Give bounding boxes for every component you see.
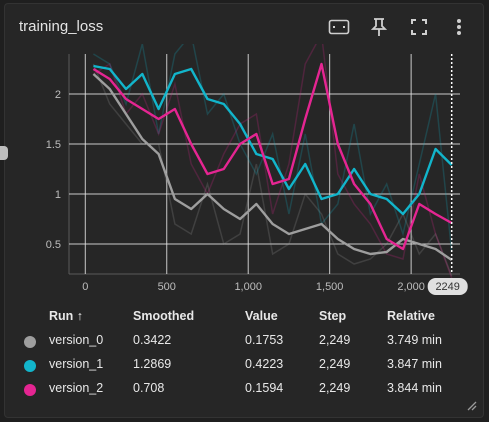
run-name: version_2 [49,381,104,395]
line-chart[interactable]: 0 500 1,000 1,500 2,000 0.5 1 1.5 2 2249 [5,44,485,304]
header-relative[interactable]: Relative [387,309,435,323]
chart-area[interactable]: 0 500 1,000 1,500 2,000 0.5 1 1.5 2 2249 [5,44,485,304]
fit-domain-icon [328,19,350,35]
header-smoothed[interactable]: Smoothed [133,309,195,323]
y-tick-label: 0.5 [46,239,61,251]
x-tick-label: 0 [82,281,88,293]
header-run[interactable]: Run ↑ [49,309,84,323]
fit-domain-button[interactable] [325,14,353,40]
run-color-dot [24,336,36,348]
header-value[interactable]: Value [245,309,278,323]
relative-time: 3.847 min [387,357,442,371]
series-line-version_0 [92,73,453,261]
table-header-row: Run ↑ Smoothed Value Step Relative [5,306,485,328]
step-value: 2,249 [319,333,351,347]
x-tick-label: 500 [158,281,176,293]
series-line-version_1 [93,64,453,216]
x-tick-label: 1,000 [234,281,262,293]
raw-value: 0.4223 [245,357,284,371]
table-row: version_2 0.708 0.1594 2,249 3.844 min [5,378,485,400]
run-name: version_0 [49,333,104,347]
smoothed-value: 0.3422 [133,333,172,347]
smoothed-value: 1.2869 [133,357,172,371]
raw-value: 0.1594 [245,381,284,395]
header-step[interactable]: Step [319,309,347,323]
series-raw-line-version_0 [92,63,453,277]
fullscreen-button[interactable] [405,14,433,40]
series-raw-line-version_2 [93,44,453,279]
y-tick-label: 1.5 [46,139,61,151]
relative-time: 3.749 min [387,333,442,347]
fullscreen-icon [411,19,427,35]
smoothed-value: 0.708 [133,381,165,395]
raw-value: 0.1753 [245,333,284,347]
run-color-dot [24,384,36,396]
more-vert-icon [457,19,461,35]
hover-step-label: 2249 [435,281,459,293]
series-line-version_2 [92,62,453,251]
run-name: version_1 [49,357,104,371]
x-tick-label: 2,000 [397,281,425,293]
chart-card: training_loss 0 50 [0,3,485,418]
hover-step-badge [427,278,468,295]
run-color-dot [24,360,36,372]
pin-icon [371,18,387,36]
series-raw-line-version_1 [93,44,453,253]
card-toolbar [325,14,473,40]
table-row: version_1 1.2869 0.4223 2,249 3.847 min [5,354,485,376]
panel-drag-handle[interactable] [0,146,8,160]
pin-button[interactable] [365,14,393,40]
y-tick-label: 2 [55,89,61,101]
x-tick-label: 1,500 [316,281,344,293]
more-options-button[interactable] [445,14,473,40]
step-value: 2,249 [319,381,351,395]
relative-time: 3.844 min [387,381,442,395]
step-value: 2,249 [319,357,351,371]
table-row: version_0 0.3422 0.1753 2,249 3.749 min [5,330,485,352]
y-tick-label: 1 [55,189,61,201]
card-title: training_loss [19,18,104,35]
resize-handle-icon[interactable] [465,399,477,411]
